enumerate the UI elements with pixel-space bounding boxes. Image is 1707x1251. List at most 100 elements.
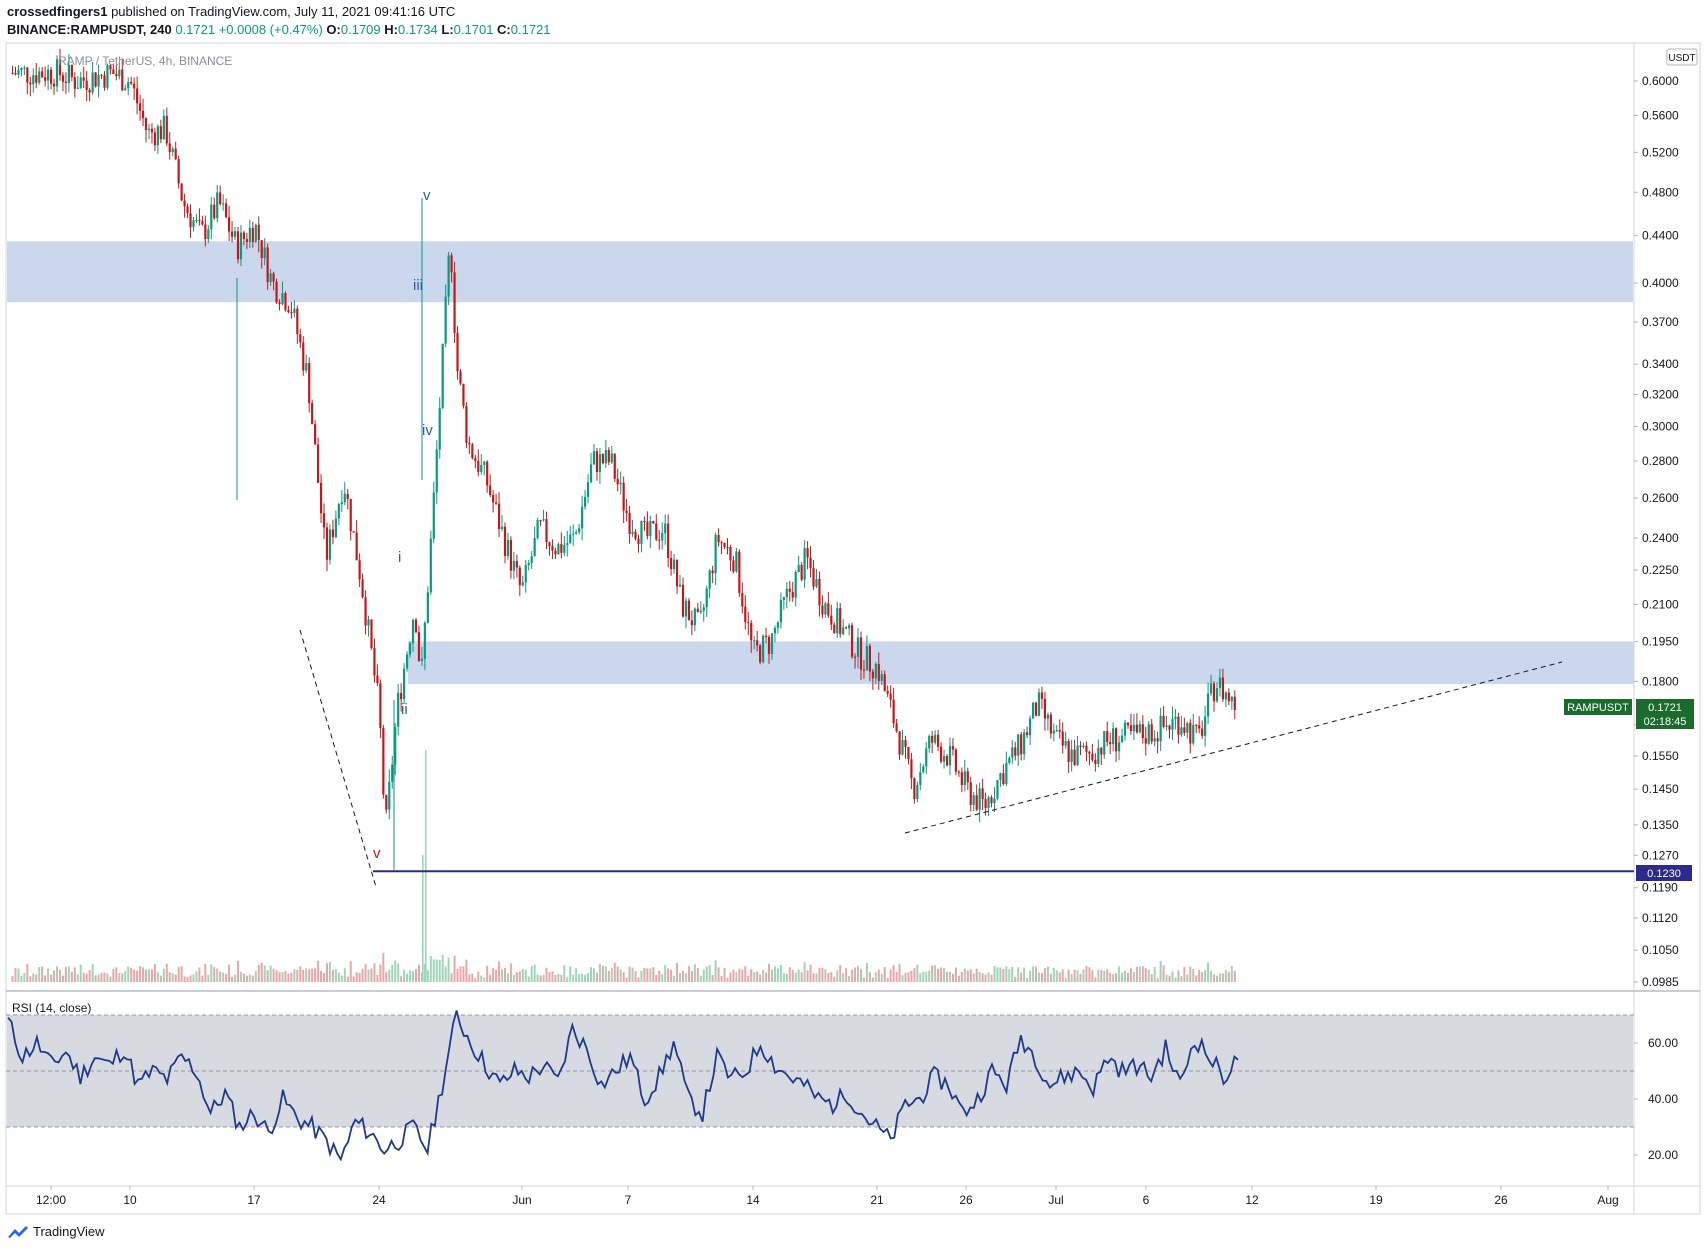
- candle-body: [916, 784, 919, 800]
- candle-body: [471, 444, 474, 459]
- candle-body: [459, 371, 462, 384]
- candle-body: [634, 531, 637, 539]
- volume-bar: [162, 968, 165, 982]
- wave-label-i[interactable]: i: [398, 549, 401, 566]
- candle-body: [975, 795, 978, 810]
- candle-body: [604, 450, 607, 464]
- volume-bar: [762, 970, 765, 982]
- volume-bar: [904, 972, 907, 982]
- volume-bar: [735, 972, 738, 982]
- volume-bar: [444, 966, 447, 982]
- volume-bar: [459, 966, 462, 982]
- volume-bar: [1094, 977, 1097, 982]
- volume-bar: [32, 973, 35, 982]
- tradingview-brand[interactable]: TradingView: [7, 1224, 105, 1239]
- candle-body: [939, 746, 943, 762]
- rsi-tick-label: 60.00: [1648, 1036, 1678, 1050]
- candle-body: [871, 671, 874, 679]
- candle-body: [278, 302, 281, 305]
- support-price-badge[interactable]: [1636, 865, 1692, 881]
- rsi-line[interactable]: [7, 1010, 1239, 1162]
- volume-bar: [643, 967, 646, 982]
- candle-body: [118, 69, 121, 77]
- wave-label-v-top[interactable]: v: [423, 187, 431, 204]
- wave-label-iv[interactable]: iv: [422, 422, 433, 439]
- volume-bar: [1153, 966, 1156, 982]
- volume-bar: [231, 976, 234, 982]
- candle-body: [414, 619, 418, 633]
- candle-body: [1204, 716, 1207, 736]
- candle-body: [70, 64, 73, 78]
- volume-bar: [61, 975, 64, 982]
- volume-bar: [527, 976, 530, 982]
- candle-body: [138, 103, 142, 111]
- candle-body: [978, 788, 981, 810]
- volume-bar: [747, 975, 750, 982]
- volume-bar: [999, 967, 1002, 982]
- price-tick-label: 0.4400: [1642, 229, 1679, 243]
- candle-body: [942, 756, 946, 762]
- candle-body: [299, 334, 302, 343]
- volume-bar: [248, 974, 251, 982]
- volume-bar: [794, 972, 797, 982]
- volume-bar: [723, 968, 726, 982]
- last-price-badge[interactable]: [1636, 699, 1694, 729]
- candle-body: [420, 658, 424, 661]
- candle-body: [1097, 747, 1100, 764]
- candle-body: [717, 534, 720, 543]
- volume-bar: [385, 971, 388, 982]
- wave-label-iii[interactable]: iii: [413, 277, 423, 294]
- candle-body: [417, 632, 421, 661]
- volume-bar: [1040, 973, 1043, 982]
- rsi-title[interactable]: RSI (14, close): [12, 1001, 91, 1015]
- volume-bar: [670, 969, 673, 982]
- candle-body: [776, 622, 780, 628]
- volume-bar: [1159, 960, 1162, 982]
- trendline-rising-dashed[interactable]: [904, 661, 1563, 834]
- last-price-axis-value: 0.1721: [1648, 702, 1682, 714]
- price-axis[interactable]: [1633, 42, 1701, 1215]
- volume-bar: [236, 960, 239, 982]
- candle-body: [1031, 702, 1035, 719]
- volume-bar: [412, 971, 415, 982]
- candle-body: [539, 520, 542, 522]
- candle-body: [225, 203, 228, 218]
- candle-body: [675, 559, 679, 587]
- volume-bar: [732, 970, 735, 982]
- volume-bar: [1008, 969, 1011, 982]
- volume-bar: [759, 974, 762, 982]
- candle-body: [616, 478, 619, 485]
- volume-bar: [874, 972, 877, 982]
- candle-body: [269, 273, 272, 283]
- volume-bar: [907, 972, 910, 982]
- candle-body: [1180, 727, 1183, 735]
- series-legend[interactable]: RAMP / TetherUS, 4h, BINANCE: [58, 54, 232, 68]
- volume-bar: [714, 960, 717, 982]
- volume-bar: [601, 965, 604, 982]
- time-tick-label: 6: [1143, 1193, 1150, 1207]
- volume-bar: [414, 968, 417, 982]
- resistance-zone-upper[interactable]: [7, 241, 1633, 303]
- candle-body: [954, 749, 958, 772]
- candle-body: [554, 550, 557, 555]
- candle-body: [88, 89, 91, 93]
- volume-bar: [168, 972, 171, 982]
- volume-bar: [720, 975, 723, 982]
- volume-bar: [569, 966, 572, 982]
- wave-label-v-bottom[interactable]: v: [373, 845, 381, 862]
- volume-bar: [1035, 966, 1038, 982]
- volume-bar: [64, 967, 67, 982]
- trendline-down-dashed[interactable]: [299, 629, 377, 888]
- candle-body: [643, 521, 646, 523]
- bar-countdown: 02:18:45: [1644, 716, 1687, 728]
- symbol-price-tag[interactable]: [1564, 699, 1632, 715]
- wave-label-ii[interactable]: ii: [401, 701, 408, 718]
- author-name[interactable]: crossedfingers1: [7, 4, 108, 19]
- volume-bar: [156, 972, 159, 982]
- volume-bar: [91, 964, 94, 982]
- candle-body: [527, 563, 530, 566]
- resistance-zone-lower[interactable]: [408, 641, 1634, 685]
- currency-badge[interactable]: [1666, 48, 1698, 66]
- volume-bar: [1192, 968, 1195, 982]
